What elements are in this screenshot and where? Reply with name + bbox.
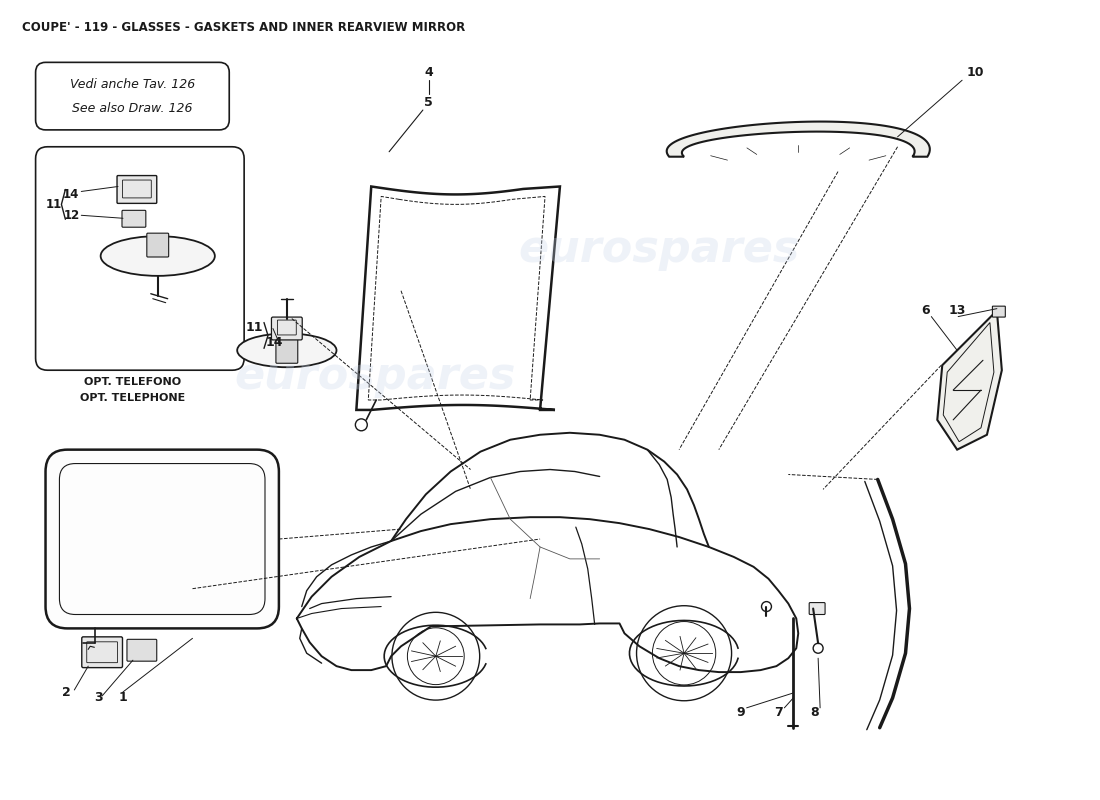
Text: 11: 11 [45, 198, 62, 211]
Text: Vedi anche Tav. 126: Vedi anche Tav. 126 [69, 78, 195, 90]
Ellipse shape [100, 236, 214, 276]
FancyBboxPatch shape [272, 317, 302, 340]
FancyBboxPatch shape [35, 62, 229, 130]
Ellipse shape [238, 334, 337, 367]
Text: 14: 14 [265, 336, 283, 349]
Text: 2: 2 [62, 686, 70, 699]
FancyBboxPatch shape [122, 210, 146, 227]
Text: 1: 1 [119, 691, 128, 705]
Text: 11: 11 [245, 321, 263, 334]
Text: eurospares: eurospares [234, 354, 516, 398]
FancyBboxPatch shape [35, 146, 244, 370]
FancyBboxPatch shape [146, 233, 168, 257]
Text: 13: 13 [948, 304, 966, 317]
Text: OPT. TELEFONO: OPT. TELEFONO [85, 377, 182, 387]
Text: 6: 6 [921, 304, 929, 317]
Text: 4: 4 [425, 66, 433, 78]
FancyBboxPatch shape [810, 602, 825, 614]
PathPatch shape [667, 122, 930, 157]
FancyBboxPatch shape [45, 450, 279, 629]
Text: 10: 10 [966, 66, 983, 78]
Text: 8: 8 [810, 706, 818, 719]
Text: 14: 14 [63, 188, 79, 201]
Text: COUPE' - 119 - GLASSES - GASKETS AND INNER REARVIEW MIRROR: COUPE' - 119 - GLASSES - GASKETS AND INN… [22, 21, 465, 34]
PathPatch shape [937, 310, 1002, 450]
FancyBboxPatch shape [81, 637, 122, 668]
Text: See also Draw. 126: See also Draw. 126 [73, 102, 192, 114]
Text: 5: 5 [425, 95, 433, 109]
Text: eurospares: eurospares [518, 227, 800, 270]
FancyBboxPatch shape [992, 306, 1005, 317]
Text: 12: 12 [63, 209, 79, 222]
FancyBboxPatch shape [126, 639, 157, 661]
FancyBboxPatch shape [276, 338, 298, 363]
Text: 3: 3 [94, 691, 102, 705]
FancyBboxPatch shape [117, 175, 157, 203]
Text: 9: 9 [736, 706, 745, 719]
Text: OPT. TELEPHONE: OPT. TELEPHONE [80, 393, 186, 403]
Text: 7: 7 [774, 706, 783, 719]
